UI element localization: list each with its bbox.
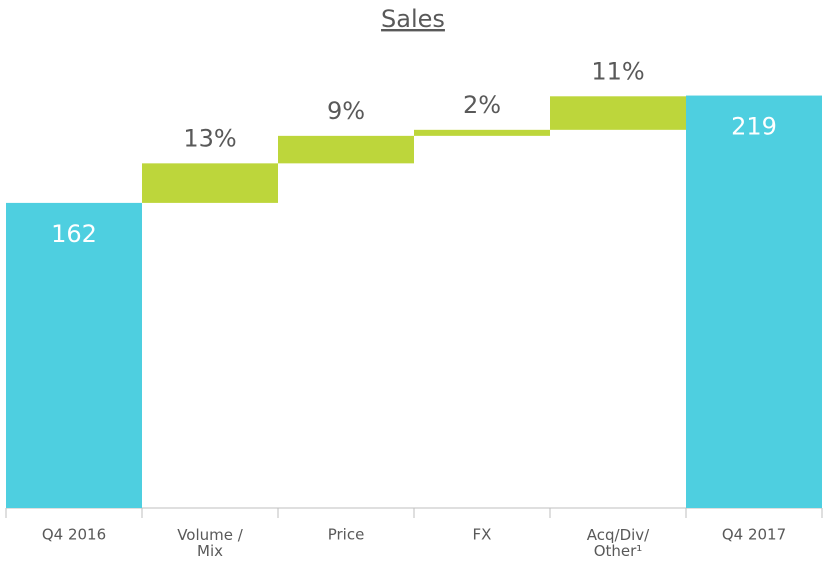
x-tick-label: Acq/Div/Other¹	[587, 526, 650, 560]
bar	[142, 163, 278, 203]
data-label: 162	[51, 220, 97, 248]
data-label: 13%	[183, 124, 236, 152]
bar	[414, 129, 550, 136]
chart-title: Sales	[381, 5, 445, 33]
x-tick-label: FX	[473, 526, 492, 544]
bar	[550, 96, 686, 130]
x-tick-label: Price	[328, 526, 365, 544]
data-label: 219	[731, 113, 777, 141]
bar	[6, 202, 142, 508]
data-label: 11%	[591, 57, 644, 85]
bar	[278, 135, 414, 164]
x-tick-label: Volume / Mix	[177, 526, 244, 560]
data-label: 9%	[327, 97, 365, 125]
data-label: 2%	[463, 91, 501, 119]
bar	[686, 95, 822, 509]
x-tick-label: Q4 2017	[722, 526, 786, 544]
x-tick-label: Q4 2016	[42, 526, 106, 544]
